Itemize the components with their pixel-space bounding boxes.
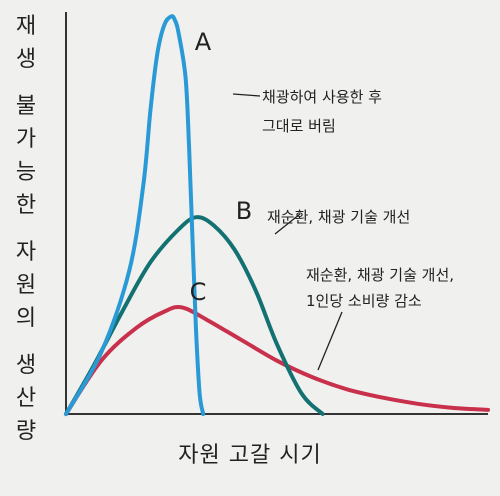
series-label-a: A xyxy=(195,28,212,56)
ylabel-char: 원 xyxy=(15,273,37,298)
annotation-leader-a xyxy=(232,93,261,97)
series-line-b xyxy=(64,215,325,416)
ylabel-char: 생 xyxy=(15,47,37,72)
ylabel-char: 산 xyxy=(15,386,37,411)
series-label-b: B xyxy=(236,197,252,225)
ylabel-char: 가 xyxy=(15,127,37,152)
annotation-b: 재순환, 채광 기술 개선 xyxy=(267,208,410,226)
annotation-c: 1인당 소비량 감소 xyxy=(306,292,422,310)
ylabel-char: 한 xyxy=(15,193,37,218)
ylabel-char: 불 xyxy=(15,94,37,119)
ylabel-char: 능 xyxy=(15,160,37,185)
annotation-leader-c xyxy=(317,311,343,371)
ylabel-char: 자 xyxy=(15,240,37,265)
annotation-c: 재순환, 채광 기술 개선, xyxy=(306,266,454,284)
x-axis-label: 자원 고갈 시기 xyxy=(178,443,322,468)
series-line-c xyxy=(64,304,490,416)
ylabel-char: 재 xyxy=(15,14,37,39)
ylabel-char: 량 xyxy=(15,419,37,444)
annotation-a: 채광하여 사용한 후 xyxy=(262,88,382,106)
series-label-c: C xyxy=(190,278,207,306)
annotation-a: 그대로 버림 xyxy=(262,117,336,135)
series-line-a xyxy=(64,14,206,416)
annotation-leader-b xyxy=(274,213,301,235)
ylabel-char: 의 xyxy=(15,306,37,331)
y-axis-label: 재 생 불 가 능 한 자 원 의 생 산 량 xyxy=(6,10,46,448)
ylabel-char: 생 xyxy=(15,353,37,378)
